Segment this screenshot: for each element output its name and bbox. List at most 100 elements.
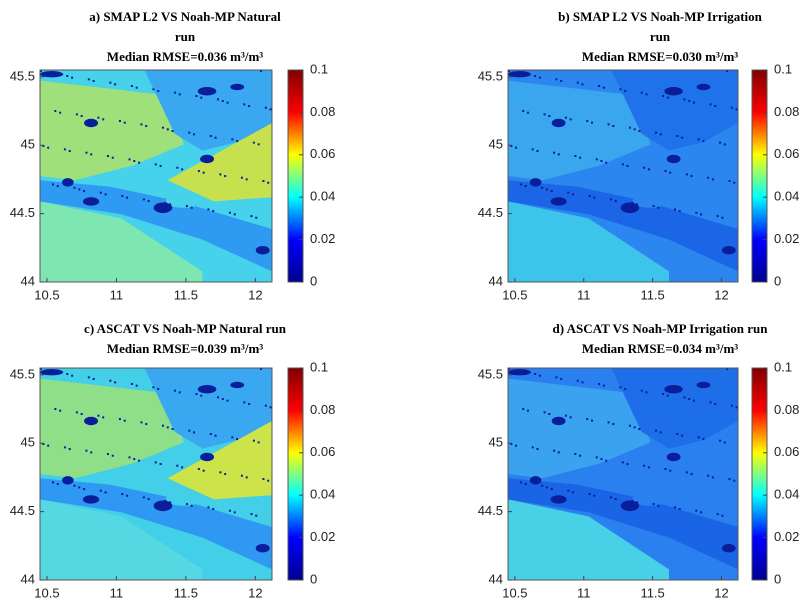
water-dot <box>85 151 88 154</box>
map-region <box>508 499 669 580</box>
water-dot <box>75 411 78 414</box>
colorbar <box>287 69 304 283</box>
water-body <box>82 495 100 504</box>
water-dot <box>176 464 179 467</box>
map-frame <box>39 69 273 283</box>
water-dot <box>512 369 515 372</box>
water-dot <box>178 93 181 96</box>
water-dot <box>87 78 90 81</box>
water-dot <box>543 113 546 116</box>
water-dot <box>626 463 629 466</box>
water-dot <box>109 81 112 84</box>
water-dot <box>714 105 717 108</box>
water-dot <box>257 441 260 444</box>
x-tick-label: 10.5 <box>34 585 59 600</box>
water-dot <box>102 118 105 121</box>
water-dot <box>44 71 47 74</box>
water-dot <box>40 368 42 370</box>
water-dot <box>142 496 145 499</box>
water-dot <box>78 486 81 489</box>
water-dot <box>63 148 66 151</box>
water-dot <box>560 80 563 83</box>
water-dot <box>609 198 612 201</box>
water-dot <box>695 509 698 512</box>
water-dot <box>657 504 660 507</box>
water-dot <box>726 368 729 370</box>
water-body <box>84 118 98 128</box>
water-dot <box>662 95 665 98</box>
map-region <box>165 493 203 506</box>
water-dot <box>579 156 582 159</box>
water-dot <box>695 211 698 214</box>
water-dot <box>154 163 157 166</box>
water-dot <box>714 403 717 406</box>
water-dot <box>236 140 239 143</box>
water-dot <box>106 155 109 158</box>
water-dot <box>700 213 703 216</box>
water-dot <box>128 456 131 459</box>
water-dot <box>138 459 141 462</box>
water-body <box>255 543 270 553</box>
water-dot <box>133 458 136 461</box>
colorbar-tick-label: 0.06 <box>774 146 799 161</box>
water-dot <box>221 398 224 401</box>
water-body <box>200 154 214 164</box>
water-dot <box>614 200 617 203</box>
water-dot <box>207 506 210 509</box>
water-dot <box>47 146 50 149</box>
map-region <box>144 70 272 151</box>
water-dot <box>588 493 591 496</box>
water-body <box>664 86 683 96</box>
water-dot <box>733 479 736 482</box>
water-dot <box>588 195 591 198</box>
water-dot <box>188 131 191 134</box>
map-region <box>167 123 272 202</box>
water-dot <box>735 108 738 111</box>
water-dot <box>197 170 200 173</box>
water-dot <box>185 503 188 506</box>
water-body <box>666 452 681 462</box>
water-dot <box>614 498 617 501</box>
water-dot <box>538 374 541 377</box>
water-dot <box>147 498 150 501</box>
water-dot <box>645 391 648 394</box>
water-dot <box>619 386 622 389</box>
water-dot <box>543 411 546 414</box>
y-tick-label: 45.5 <box>10 68 35 83</box>
water-dot <box>200 96 203 99</box>
x-tick-label: 10.5 <box>502 287 527 302</box>
water-dot <box>195 393 198 396</box>
water-dot <box>190 504 193 507</box>
water-dot <box>138 161 141 164</box>
water-dot <box>252 141 255 144</box>
water-dot <box>508 70 510 72</box>
water-dot <box>638 428 641 431</box>
water-dot <box>166 128 169 131</box>
map-region <box>632 195 669 208</box>
water-dot <box>602 384 605 387</box>
water-dot <box>51 183 54 186</box>
water-dot <box>267 181 270 184</box>
water-dot <box>236 438 239 441</box>
water-dot <box>49 371 52 374</box>
water-dot <box>157 90 160 93</box>
water-dot <box>538 76 541 79</box>
water-dot <box>721 216 724 219</box>
water-dot <box>600 160 603 163</box>
water-dot <box>260 368 263 370</box>
water-dot <box>226 399 229 402</box>
water-dot <box>647 466 650 469</box>
water-body <box>551 416 566 426</box>
water-body <box>721 245 736 255</box>
water-dot <box>154 461 157 464</box>
water-body <box>82 197 100 206</box>
map-region <box>40 201 203 282</box>
panel-title: Median RMSE=0.036 m³/m³ <box>107 49 263 64</box>
colorbar-tick-label: 0 <box>310 273 317 288</box>
water-dot <box>56 483 59 486</box>
water-dot <box>619 88 622 91</box>
water-dot <box>233 511 236 514</box>
water-dot <box>185 205 188 208</box>
water-dot <box>114 83 117 86</box>
